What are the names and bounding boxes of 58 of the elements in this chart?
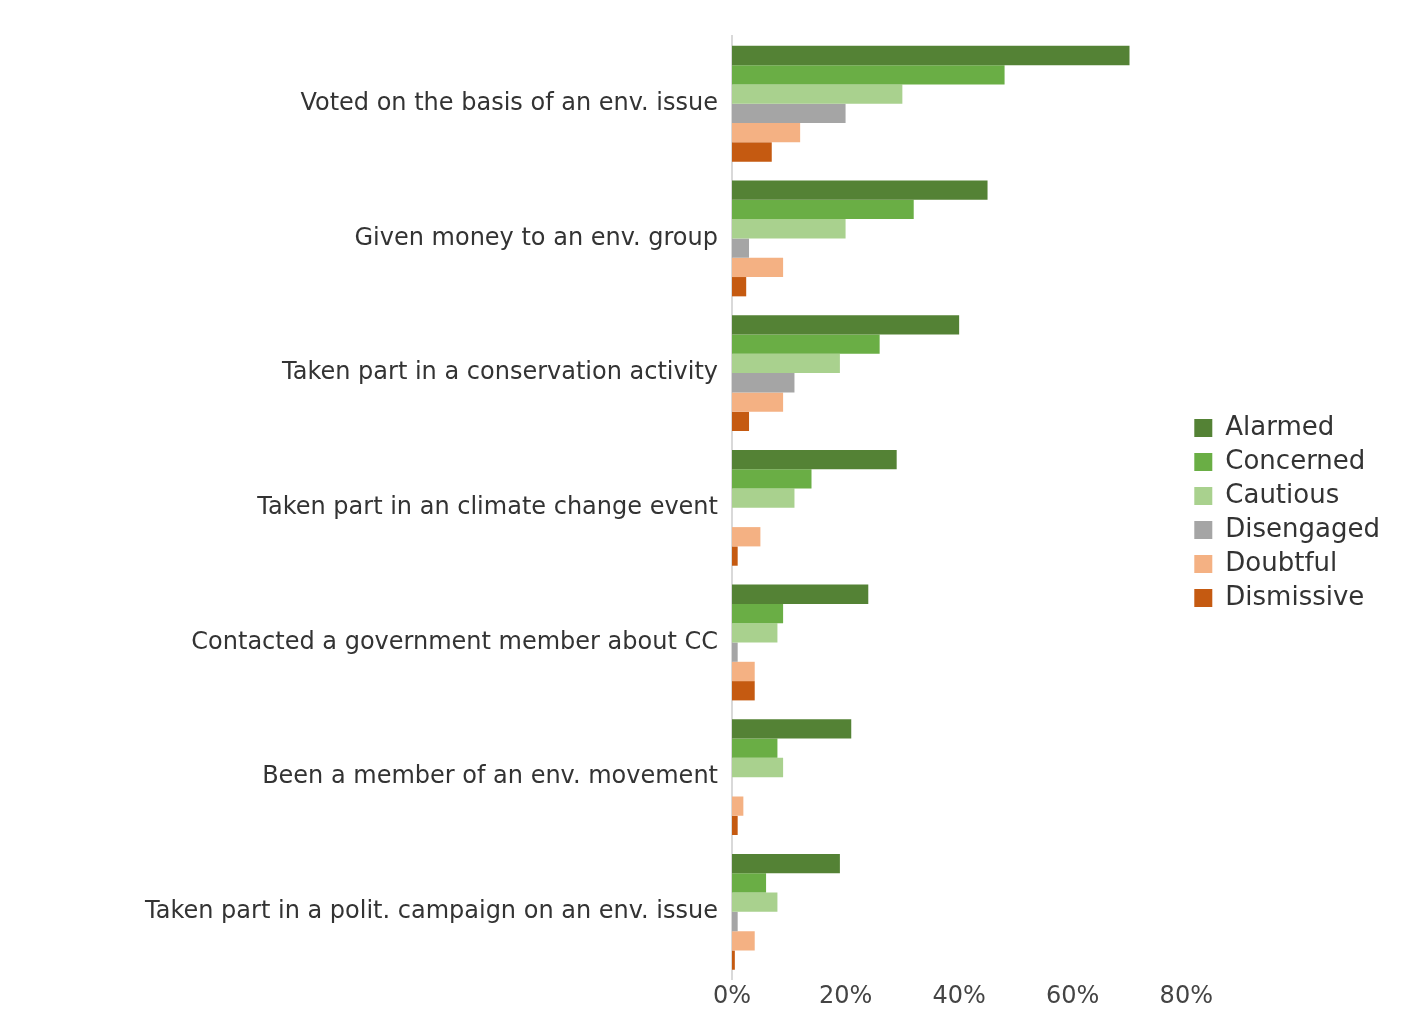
legend-label: Alarmed — [1225, 410, 1335, 441]
bar — [732, 603, 784, 624]
bar — [732, 373, 795, 393]
bar — [732, 796, 744, 816]
bar — [732, 469, 812, 489]
legend-label: Cautious — [1225, 478, 1340, 509]
y-tick-label: Taken part in a conservation activity — [281, 357, 718, 386]
bar — [732, 950, 735, 970]
bar — [732, 853, 840, 874]
bar — [732, 411, 750, 432]
x-tick-label: 40% — [932, 980, 986, 1009]
bar — [732, 219, 846, 239]
bar — [732, 815, 738, 836]
bar — [732, 334, 880, 354]
y-tick-label: Been a member of an env. movement — [262, 761, 718, 790]
bar — [732, 392, 784, 412]
bar — [732, 45, 1130, 66]
x-tick-label: 60% — [1046, 980, 1100, 1009]
bar — [732, 65, 1005, 85]
bar — [732, 911, 738, 932]
bar — [732, 873, 767, 893]
bar — [732, 180, 988, 200]
bar — [732, 199, 914, 220]
bar — [732, 142, 772, 162]
bar — [732, 488, 795, 508]
bar — [732, 892, 778, 912]
bar — [732, 757, 784, 778]
bar — [732, 84, 903, 104]
bar — [732, 661, 755, 682]
bar — [732, 449, 897, 470]
x-tick-label: 80% — [1159, 980, 1213, 1009]
bar — [732, 738, 778, 758]
legend-label: Concerned — [1225, 444, 1366, 475]
bar — [732, 623, 778, 643]
bar — [732, 719, 852, 739]
bar — [732, 546, 738, 566]
bar — [732, 584, 869, 604]
x-tick-label: 0% — [712, 980, 752, 1009]
x-tick-label: 20% — [818, 980, 873, 1009]
bar — [732, 238, 750, 258]
bar — [732, 123, 801, 143]
y-tick-label: Contacted a government member about CC — [191, 626, 718, 655]
y-tick-label: Given money to an env. group — [354, 222, 718, 251]
bar — [732, 257, 784, 278]
bar — [732, 642, 738, 662]
bar — [732, 103, 846, 124]
bar — [732, 353, 840, 374]
legend-label: Dismissive — [1225, 580, 1365, 611]
y-tick-label: Taken part in a polit. campaign on an env. issue — [144, 896, 718, 925]
bar — [732, 931, 755, 951]
legend-label: Disengaged — [1225, 512, 1381, 543]
bar — [732, 315, 960, 335]
y-tick-label: Taken part in an climate change event — [256, 492, 718, 521]
bar — [732, 527, 761, 547]
legend-label: Doubtful — [1225, 546, 1338, 577]
bar — [732, 681, 755, 701]
bar — [732, 277, 747, 297]
y-tick-label: Voted on the basis of an env. issue — [300, 87, 718, 116]
